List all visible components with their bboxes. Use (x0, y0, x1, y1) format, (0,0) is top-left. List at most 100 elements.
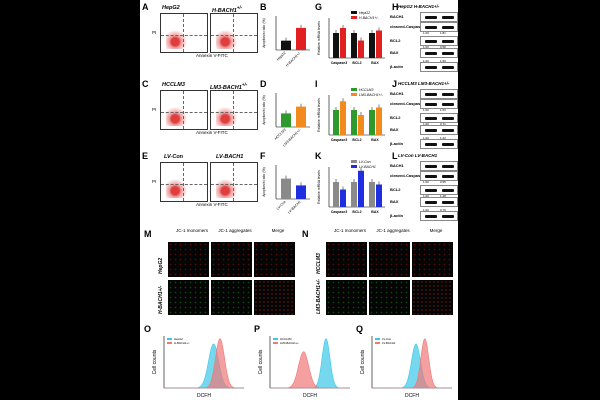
legend-entry: HCCLM3 (280, 337, 292, 341)
legend-swatch (167, 342, 172, 344)
microscopy-image (254, 242, 295, 277)
flow-ylabel-E: PI (152, 179, 157, 184)
blot-band (425, 164, 437, 168)
category-label: BAX (371, 61, 379, 65)
western-blot-J: HCCLM3 LM3-BACH1+/- BACH1 cleaved-Caspase3… (390, 81, 458, 151)
y-axis-label: Apoptosis ratio (%) (262, 95, 266, 125)
flow-plot-A-right (210, 13, 258, 53)
category-label: BCL2 (352, 138, 361, 142)
bar (351, 33, 357, 58)
category-label: HCCLM3 (274, 128, 287, 141)
blot-strip (420, 12, 458, 22)
blot-header: LV-Con LV-BACH1 (398, 153, 438, 158)
microscopy-image (412, 242, 453, 277)
histogram-curve (270, 351, 350, 389)
blot-band (425, 65, 437, 69)
bar (296, 27, 306, 50)
bar (281, 178, 291, 199)
microscopy-grid-M: JC-1 monomers JC-1 aggregates Merge HepG2 H-… (154, 228, 302, 318)
panel-label-Q: Q (356, 324, 364, 334)
histogram-curve (164, 343, 244, 389)
legend-swatch (273, 338, 278, 340)
blot-band (442, 128, 454, 132)
blot-strip (420, 161, 458, 171)
legend-entry: LV-BACH1 (382, 341, 396, 345)
blot-band (442, 116, 454, 120)
panel-label-G: G (315, 2, 323, 12)
microscopy-column-header: JC-1 aggregates (218, 228, 252, 233)
legend-swatch (375, 338, 380, 340)
panel-label-J: J (392, 79, 398, 89)
bar (296, 185, 306, 199)
panel-label-D: D (260, 79, 267, 89)
blot-strip (420, 125, 458, 135)
blot-header: HCCLM3 LM3-BACH1+/- (398, 81, 450, 86)
blot-band (442, 25, 454, 29)
microscopy-column-header: JC-1 aggregates (376, 228, 410, 233)
blot-band (425, 116, 437, 120)
bar (369, 33, 375, 58)
bar (351, 110, 357, 135)
flow-plot-C-left (160, 90, 208, 130)
bar (333, 33, 339, 58)
y-axis-label: Relative mRNA levels (317, 170, 321, 204)
figure-panel: A HepG2 H-BACH1+/- PI Annexin V-FITC B A… (140, 0, 458, 400)
microscopy-image (369, 280, 410, 315)
blot-band (425, 142, 437, 146)
legend-entry: LM3-BACH1+/- (359, 93, 384, 97)
flow-ylabel-A: PI (152, 30, 157, 35)
flow-title-right-A: H-BACH1+/- (212, 5, 243, 14)
blot-band (442, 65, 454, 69)
bar (296, 106, 306, 127)
blot-quant-value: 0.55 (440, 180, 446, 184)
blot-row-label: BCL2 (390, 115, 401, 120)
blot-header: HepG2 H-BACH1+/- (398, 4, 440, 9)
blot-band (425, 92, 437, 96)
blot-row-label: BACH1 (390, 91, 404, 96)
blot-band (442, 92, 454, 96)
category-label: LV-Con (276, 200, 287, 211)
blot-row-label: BAX (390, 127, 399, 132)
blot-quant-value: 1.00 (423, 108, 429, 112)
panel-label-L: L (392, 151, 398, 161)
legend-swatch (351, 165, 357, 168)
microscopy-row-label: HCCLM3 (316, 253, 322, 274)
bar (358, 40, 364, 58)
blot-band (442, 102, 454, 106)
bar (351, 182, 357, 207)
blot-quant-value: 1.00 (423, 180, 429, 184)
blot-quant-value: 1.50 (440, 59, 446, 63)
bar (369, 182, 375, 207)
microscopy-column-header: Merge (271, 228, 285, 233)
blot-row-label: cleaved-Caspase3 (390, 173, 425, 178)
blot-quant-value: 0.76 (440, 208, 446, 212)
flow-plot-C-right (210, 90, 258, 130)
microscopy-grid-N: JC-1 monomers JC-1 aggregates Merge HCCLM3 L… (312, 228, 458, 318)
bar (333, 110, 339, 135)
flow-plot-A-left (160, 13, 208, 53)
flow-plot-E-right (210, 162, 258, 202)
blot-strip (420, 62, 458, 72)
legend-entry: LV-BACH1 (359, 165, 376, 169)
blot-quant-value: 1.48 (440, 194, 446, 198)
blot-band (425, 51, 437, 55)
panel-label-C: C (142, 79, 149, 89)
panel-label-P: P (254, 324, 261, 334)
blot-row-label: β-actin (390, 64, 404, 69)
blot-quant-value: 1.00 (423, 208, 429, 212)
blot-band (425, 15, 437, 19)
blot-band (442, 188, 454, 192)
category-label: Caspase3 (331, 138, 347, 142)
blot-row-label: BCL2 (390, 38, 401, 43)
category-label: Caspase3 (331, 210, 347, 214)
microscopy-image (326, 242, 367, 277)
blot-strip (420, 22, 458, 32)
bar (340, 189, 346, 207)
microscopy-column-header: JC-1 monomers (333, 228, 366, 233)
legend-swatch (351, 160, 357, 163)
